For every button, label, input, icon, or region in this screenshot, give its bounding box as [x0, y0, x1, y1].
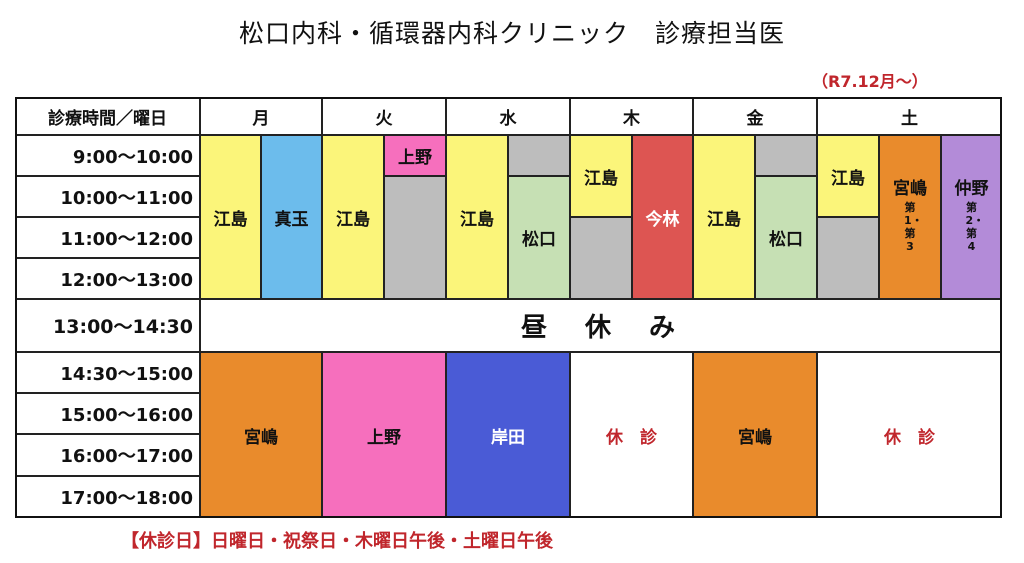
- mon-morning-doctor-2: 真玉: [261, 135, 322, 299]
- tue-afternoon-doctor: 上野: [322, 352, 446, 518]
- header-day-thu: 木: [570, 97, 693, 135]
- wed-morning-empty: [508, 135, 570, 176]
- time-slot-afternoon-1: 14:30～15:00: [15, 352, 200, 393]
- lunch-break: 昼 休 み: [200, 299, 1002, 352]
- header-day-fri: 金: [693, 97, 817, 135]
- tue-morning-empty: [384, 176, 446, 299]
- tue-morning-doctor-1: 江島: [322, 135, 384, 299]
- sat-morning-doctor-2-note: 第1・第3: [904, 201, 923, 253]
- thu-afternoon-closed: 休 診: [570, 352, 693, 518]
- header-time-label: 診療時間／曜日: [15, 97, 200, 135]
- time-slot-morning-1: 9:00～10:00: [15, 135, 200, 176]
- header-day-tue: 火: [322, 97, 446, 135]
- mon-morning-doctor-1: 江島: [200, 135, 261, 299]
- time-slot-afternoon-2: 15:00～16:00: [15, 393, 200, 434]
- thu-morning-doctor-2: 今林: [632, 135, 693, 299]
- sat-morning-doctor-3: 仲野 第2・第4: [941, 135, 1002, 299]
- time-slot-lunch: 13:00～14:30: [15, 299, 200, 352]
- tue-morning-doctor-2: 上野: [384, 135, 446, 176]
- sat-morning-doctor-3-name: 仲野: [954, 179, 989, 199]
- wed-morning-doctor-2: 松口: [508, 176, 570, 299]
- time-slot-morning-4: 12:00～13:00: [15, 258, 200, 299]
- fri-morning-empty: [755, 135, 817, 176]
- fri-morning-doctor-2: 松口: [755, 176, 817, 299]
- effective-date: （R7.12月～）: [812, 72, 928, 91]
- closed-days-note: 【休診日】日曜日・祝祭日・木曜日午後・土曜日午後: [121, 531, 553, 552]
- fri-afternoon-doctor: 宮嶋: [693, 352, 817, 518]
- header-day-sat: 土: [817, 97, 1002, 135]
- header-day-wed: 水: [446, 97, 570, 135]
- time-slot-afternoon-3: 16:00～17:00: [15, 434, 200, 476]
- mon-afternoon-doctor: 宮嶋: [200, 352, 322, 518]
- sat-morning-doctor-3-note: 第2・第4: [965, 201, 985, 253]
- wed-afternoon-doctor: 岸田: [446, 352, 570, 518]
- wed-morning-doctor-1: 江島: [446, 135, 508, 299]
- thu-morning-empty: [570, 217, 632, 299]
- header-day-mon: 月: [200, 97, 322, 135]
- fri-morning-doctor-1: 江島: [693, 135, 755, 299]
- sat-morning-doctor-1: 江島: [817, 135, 879, 217]
- page-title: 松口内科・循環器内科クリニック 診療担当医: [238, 19, 785, 48]
- time-slot-morning-3: 11:00～12:00: [15, 217, 200, 258]
- sat-morning-doctor-2: 宮嶋 第1・第3: [879, 135, 941, 299]
- sat-morning-doctor-2-name: 宮嶋: [893, 179, 927, 199]
- time-slot-morning-2: 10:00～11:00: [15, 176, 200, 217]
- thu-morning-doctor-1: 江島: [570, 135, 632, 217]
- time-slot-afternoon-4: 17:00～18:00: [15, 476, 200, 518]
- sat-morning-empty: [817, 217, 879, 299]
- sat-afternoon-closed: 休 診: [817, 352, 1002, 518]
